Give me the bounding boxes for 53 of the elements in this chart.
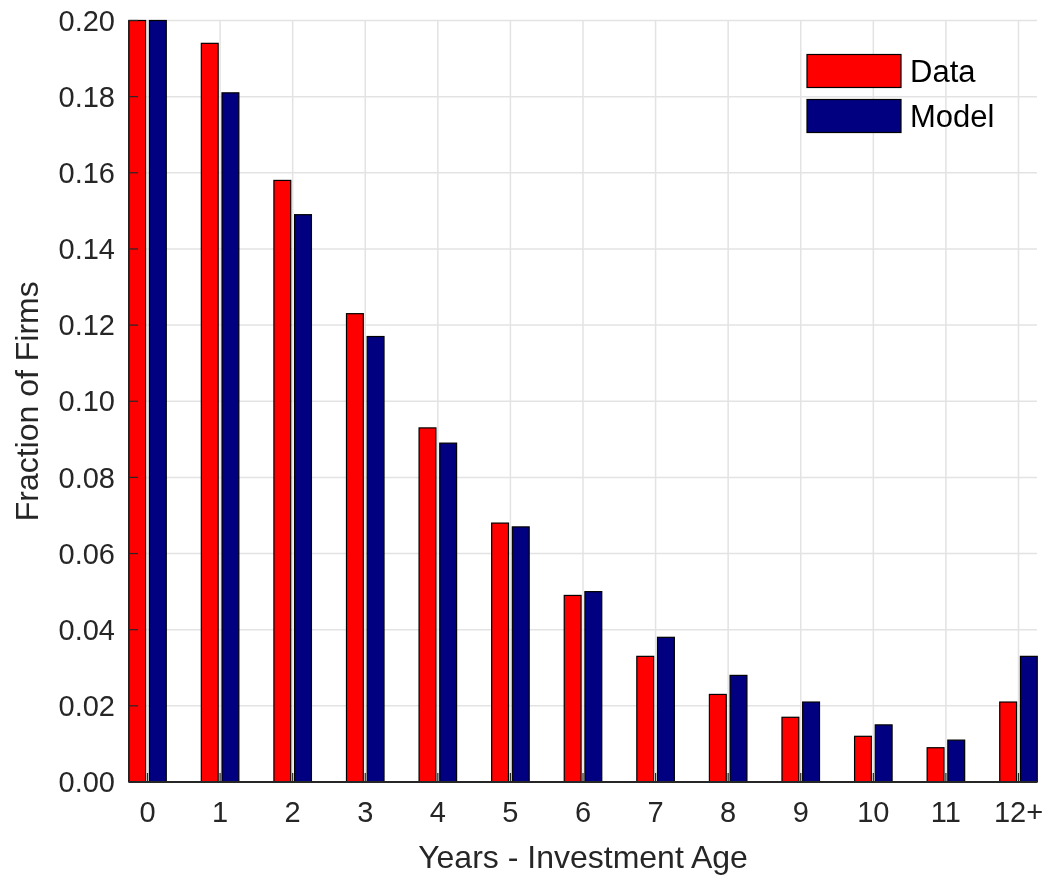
bar bbox=[345, 313, 364, 783]
legend-label: Model bbox=[910, 99, 995, 135]
x-tick-label: 6 bbox=[574, 796, 592, 828]
bar bbox=[926, 747, 945, 783]
x-axis-title: Years - Investment Age bbox=[418, 839, 748, 875]
bar bbox=[947, 739, 966, 783]
y-tick-label: 0.12 bbox=[58, 309, 115, 342]
bar bbox=[999, 701, 1018, 783]
y-tick-label: 0.00 bbox=[58, 766, 115, 799]
bar bbox=[511, 526, 530, 783]
bar bbox=[439, 442, 458, 783]
bar bbox=[656, 636, 675, 783]
x-tick-label: 9 bbox=[792, 796, 809, 828]
y-tick-label: 0.10 bbox=[58, 385, 115, 418]
x-tick-label: 2 bbox=[284, 796, 301, 828]
bar bbox=[294, 214, 313, 783]
x-tick-label: 7 bbox=[647, 796, 664, 828]
x-tick-label: 4 bbox=[429, 796, 446, 828]
y-tick-label: 0.14 bbox=[58, 233, 115, 266]
y-tick-label: 0.20 bbox=[58, 4, 115, 37]
x-tick-label: 1 bbox=[212, 796, 229, 828]
bar bbox=[729, 674, 748, 783]
x-tick-label: 3 bbox=[357, 796, 374, 828]
bar bbox=[1019, 655, 1038, 783]
x-tick-label: 10 bbox=[857, 796, 890, 828]
y-tick-label: 0.16 bbox=[58, 156, 115, 189]
y-tick-label: 0.08 bbox=[58, 461, 115, 494]
x-tick-label: 12+ bbox=[993, 796, 1043, 828]
bar bbox=[148, 19, 167, 783]
y-tick-label: 0.06 bbox=[58, 537, 115, 570]
legend-label: Data bbox=[910, 54, 977, 90]
x-tick-label: 11 bbox=[930, 796, 961, 828]
bar bbox=[708, 693, 727, 783]
y-tick-label: 0.02 bbox=[58, 690, 115, 722]
x-tick-label: 5 bbox=[502, 796, 519, 828]
bar bbox=[491, 522, 510, 783]
bar bbox=[200, 42, 219, 783]
bar bbox=[802, 701, 821, 783]
x-tick-label: 8 bbox=[720, 796, 737, 828]
bar bbox=[781, 716, 800, 783]
y-tick-label: 0.18 bbox=[58, 80, 115, 113]
bar bbox=[221, 92, 240, 783]
bar bbox=[636, 655, 655, 783]
bar bbox=[366, 335, 385, 783]
bar bbox=[874, 724, 893, 783]
bar bbox=[584, 591, 603, 783]
x-tick-label: 0 bbox=[139, 796, 156, 828]
bar bbox=[563, 594, 582, 783]
y-axis-title: Fraction of Firms bbox=[9, 281, 45, 522]
bar bbox=[853, 735, 872, 783]
y-tick-label: 0.04 bbox=[58, 613, 115, 646]
bar bbox=[273, 179, 292, 783]
bar bbox=[418, 427, 437, 783]
